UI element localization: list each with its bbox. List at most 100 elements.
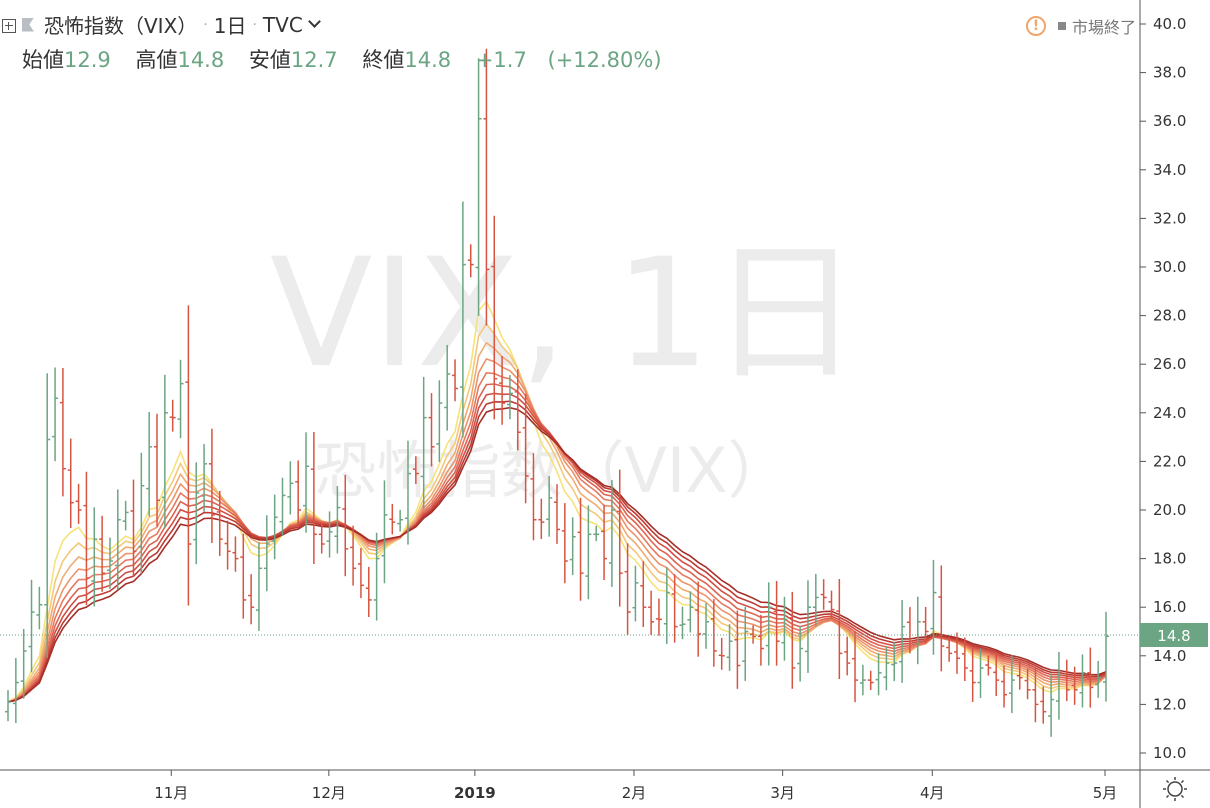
status-square-icon — [1057, 22, 1066, 30]
y-tick-label: 26.0 — [1153, 355, 1186, 373]
ohlc-bar — [326, 511, 333, 558]
ohlc-bar — [75, 483, 82, 524]
ohlc-bar — [350, 525, 357, 586]
ohlc-bar — [891, 642, 898, 682]
ohlc-bar — [899, 600, 906, 683]
ohlc-bar — [232, 536, 239, 572]
separator-dot: · — [252, 16, 257, 33]
ohlc-bar — [765, 582, 772, 666]
ohlc-bar — [985, 655, 992, 676]
y-tick-label: 14.0 — [1153, 647, 1186, 665]
ohlc-bar — [632, 565, 639, 622]
ohlc-bar — [718, 637, 725, 670]
ohlc-bar — [585, 505, 592, 600]
ohlc-bar — [561, 503, 568, 584]
y-tick-label: 24.0 — [1153, 404, 1186, 422]
ohlc-bar — [36, 586, 43, 630]
ohlc-bar — [726, 624, 733, 671]
ohlc-bar — [404, 440, 411, 545]
ohlc-bar — [114, 489, 121, 590]
ohlc-bar — [201, 444, 208, 512]
y-tick-label: 10.0 — [1153, 744, 1186, 762]
ohlc-bar — [593, 525, 600, 542]
ohlc-bar — [961, 637, 968, 682]
ohlc-bar — [530, 453, 537, 541]
y-tick-label: 22.0 — [1153, 452, 1186, 470]
ohlc-bar — [538, 498, 545, 539]
separator-dot: · — [203, 16, 208, 33]
ohlc-bar — [953, 632, 960, 674]
ohlc-bar — [1103, 611, 1109, 702]
ohlc-bar — [1008, 655, 1015, 714]
ohlc-bar — [938, 565, 945, 672]
x-tick-label: 2月 — [622, 784, 647, 802]
ohlc-bar — [671, 574, 678, 643]
ohlc-bar — [208, 428, 215, 543]
ohlc-bar — [342, 474, 349, 577]
ohlc-bar — [444, 344, 451, 431]
close-label: 終値 — [362, 48, 405, 72]
ohlc-bar — [271, 494, 278, 560]
ohlc-bar — [1048, 673, 1055, 737]
expand-icon[interactable] — [2, 19, 16, 33]
ohlc-bar — [577, 497, 584, 601]
ohlc-bar — [710, 599, 717, 667]
price-axis[interactable]: 10.0 12.0 14.0 16.0 18.0 20.0 22.0 24.0 26.0 28.0… — [1139, 0, 1210, 808]
ohlc-bar — [99, 515, 106, 592]
low-value: 12.7 — [290, 48, 338, 72]
ohlc-bar — [467, 244, 474, 278]
ohlc-bar — [122, 500, 129, 531]
ohlc-bar — [624, 543, 631, 635]
time-axis[interactable]: 11月 12月 2019 2月 3月 4月 5月 — [0, 769, 1210, 802]
y-tick-label: 34.0 — [1153, 161, 1186, 179]
settings-icon[interactable] — [1163, 777, 1187, 801]
ohlc-bar — [663, 567, 670, 644]
ohlc-bar — [193, 462, 200, 565]
x-tick-label: 11月 — [154, 784, 188, 802]
symbol-name[interactable]: 恐怖指数（VIX） — [44, 14, 198, 38]
ohlc-bar — [154, 413, 161, 527]
ohlc-bar — [1040, 686, 1047, 724]
ohlc-bar — [742, 606, 749, 681]
ohlc-bar — [83, 471, 90, 606]
ohlc-bar — [1001, 665, 1008, 708]
ohlc-bar — [554, 484, 560, 544]
ohlc-bar — [310, 432, 317, 565]
ohlc-bar — [397, 509, 404, 532]
last-price-label: 14.8 — [1157, 627, 1190, 645]
ohlc-bar — [522, 393, 529, 504]
interval-label[interactable]: 1日 — [213, 14, 247, 38]
ohlc-bar — [499, 356, 506, 425]
ohlc-bar — [859, 664, 866, 696]
ohlc-bar — [875, 653, 882, 696]
y-tick-label: 20.0 — [1153, 501, 1186, 519]
ohlc-bar — [365, 566, 372, 617]
ohlc-bar — [146, 412, 153, 517]
chevron-down-icon[interactable] — [307, 15, 321, 28]
x-tick-label: 5月 — [1093, 784, 1118, 802]
ohlc-bar — [836, 579, 843, 680]
ohlc-bar — [185, 305, 192, 606]
market-status[interactable]: ! 市場終了 — [1025, 14, 1136, 38]
y-tick-label: 32.0 — [1153, 209, 1186, 227]
ohlc-bar — [138, 452, 145, 574]
x-tick-label: 12月 — [312, 784, 346, 802]
ohlc-bar — [820, 579, 827, 610]
ohlc-bar — [993, 652, 1000, 697]
ohlc-bar — [679, 606, 686, 640]
market-status-label: 市場終了 — [1071, 18, 1136, 37]
ohlc-bar — [357, 547, 364, 599]
last-price-label-bg — [1140, 623, 1208, 647]
ohlc-bar — [804, 580, 811, 673]
ohlc-bar — [475, 58, 482, 316]
y-tick-label: 28.0 — [1153, 307, 1186, 325]
warning-icon[interactable]: ! — [1025, 16, 1046, 36]
ohlc-bar — [334, 486, 341, 554]
ohlc-bar — [773, 581, 780, 666]
ohlc-bar — [52, 367, 59, 462]
exchange-label[interactable]: TVC — [262, 12, 303, 37]
symbol-header[interactable]: 恐怖指数（VIX） · 1日 · TVC — [22, 10, 321, 39]
ohlc-bar — [177, 359, 184, 439]
ohlc-bar — [781, 596, 788, 661]
